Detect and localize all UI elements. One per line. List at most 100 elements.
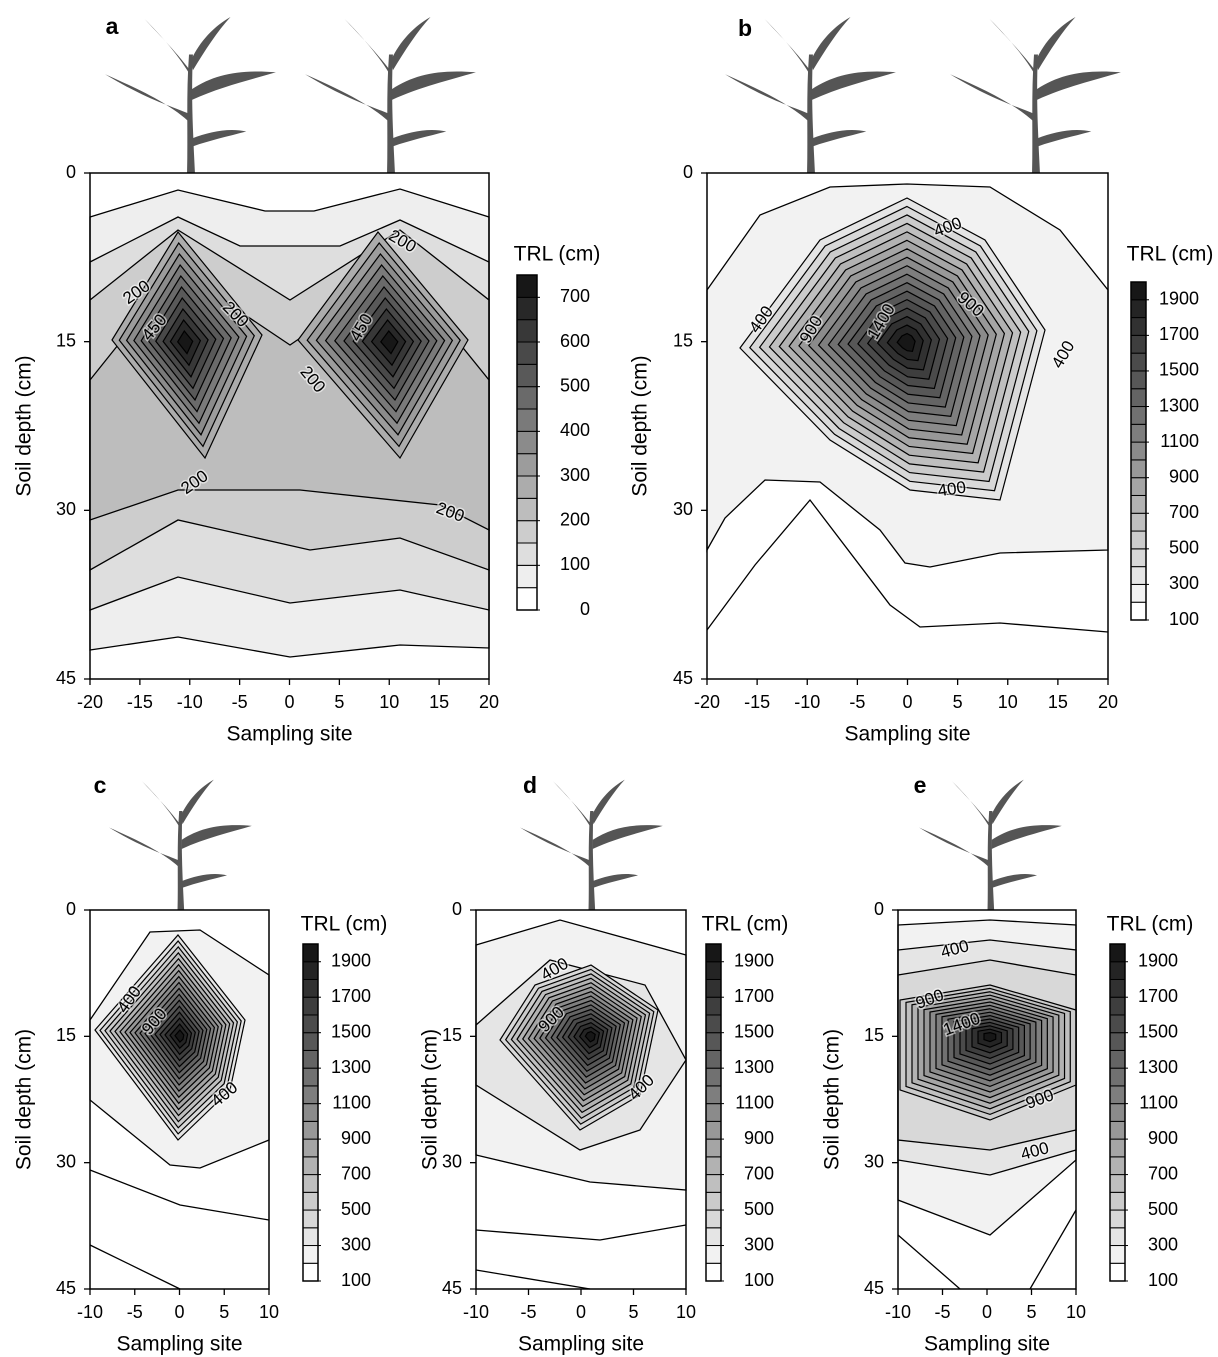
- y-tick-label: 45: [442, 1278, 462, 1298]
- colorbar-cell: [1130, 423, 1147, 443]
- x-tick-label: -10: [77, 1302, 103, 1322]
- y-tick-label: 15: [864, 1025, 884, 1045]
- contour-line: [475, 1269, 591, 1290]
- colorbar-cell: [705, 1014, 722, 1034]
- y-axis-label: Soil depth (cm): [13, 1029, 36, 1170]
- contour-band: [380, 330, 399, 355]
- colorbar-cell: [302, 1049, 319, 1069]
- x-tick-label: -5: [934, 1302, 950, 1322]
- colorbar-cell: [302, 943, 319, 963]
- colorbar-tick-label: 1100: [735, 1092, 774, 1112]
- y-tick-label: 30: [56, 1151, 76, 1171]
- y-axis-label: Soil depth (cm): [629, 355, 652, 496]
- x-tick-label: 0: [982, 1302, 992, 1322]
- colorbar-tick-label: 500: [341, 1199, 371, 1219]
- y-tick-label: 15: [56, 330, 76, 350]
- colorbar-cell: [1130, 406, 1147, 425]
- colorbar-cell: [1130, 583, 1147, 603]
- colorbar-cell: [302, 1209, 319, 1229]
- plant-icon: [950, 16, 1121, 173]
- colorbar-tick-label: 900: [1148, 1128, 1178, 1148]
- colorbar-tick-label: 1100: [332, 1092, 371, 1112]
- colorbar-cell: [1109, 1227, 1126, 1247]
- y-tick-label: 0: [683, 162, 693, 182]
- colorbar-cell: [1130, 548, 1147, 568]
- colorbar-cell: [1130, 441, 1147, 461]
- colorbar-cell: [302, 1191, 319, 1211]
- x-tick-label: -10: [463, 1302, 489, 1322]
- colorbar-cell: [705, 961, 722, 980]
- colorbar-tick-label: 1900: [734, 950, 774, 970]
- y-tick-label: 45: [864, 1278, 884, 1298]
- colorbar-tick-label: 300: [341, 1234, 371, 1254]
- colorbar-cell: [705, 1245, 722, 1264]
- colorbar-cell: [705, 996, 722, 1016]
- x-tick-label: 0: [284, 692, 294, 712]
- colorbar-tick-label: 1500: [734, 1021, 774, 1041]
- colorbar-cell: [302, 1156, 319, 1176]
- y-tick-label: 15: [442, 1025, 462, 1045]
- x-tick-label: -20: [77, 692, 103, 712]
- plant-icon: [305, 16, 476, 173]
- colorbar-cell: [516, 274, 538, 298]
- colorbar-tick-label: 700: [744, 1163, 774, 1183]
- panel-label: b: [738, 15, 752, 41]
- colorbar-cell: [1130, 299, 1147, 319]
- colorbar-cell: [1109, 1103, 1126, 1122]
- panel-label: d: [523, 772, 537, 798]
- colorbar-cell: [705, 1049, 722, 1069]
- colorbar-tick-label: 200: [560, 509, 590, 529]
- colorbar-cell: [302, 1085, 319, 1105]
- colorbar-title: TRL (cm): [702, 913, 789, 936]
- colorbar-cell: [302, 996, 319, 1016]
- colorbar-tick-label: 900: [744, 1128, 774, 1148]
- y-tick-label: 0: [66, 899, 76, 919]
- x-tick-label: 10: [998, 692, 1018, 712]
- colorbar-frame: [516, 274, 538, 611]
- panel-label: e: [914, 772, 927, 798]
- colorbar-tick-label: 1700: [1159, 324, 1199, 344]
- colorbar-cell: [516, 542, 538, 566]
- colorbar-cell: [302, 1120, 319, 1140]
- colorbar-cell: [1130, 388, 1147, 408]
- colorbar-cell: [1109, 1120, 1126, 1140]
- colorbar-tick-label: 1900: [1159, 289, 1199, 309]
- colorbar-cell: [302, 1262, 319, 1282]
- x-tick-label: 10: [259, 1302, 279, 1322]
- colorbar-tick-label: 700: [560, 286, 590, 306]
- plant-icon: [919, 779, 1062, 910]
- colorbar-cell: [1109, 1245, 1126, 1264]
- colorbar-cell: [302, 978, 319, 998]
- colorbar-cell: [1109, 978, 1126, 998]
- colorbar-cell: [1109, 1262, 1126, 1282]
- colorbar-tick-label: 500: [744, 1199, 774, 1219]
- colorbar-cell: [516, 475, 538, 499]
- colorbar-tick-label: 100: [1169, 609, 1199, 629]
- x-tick-label: 5: [334, 692, 344, 712]
- contour-band: [174, 1029, 185, 1044]
- colorbar-tick-label: 100: [560, 554, 590, 574]
- colorbar-title: TRL (cm): [514, 243, 601, 266]
- x-tick-label: -10: [885, 1302, 911, 1322]
- x-tick-label: -5: [232, 692, 248, 712]
- colorbar-cell: [705, 1191, 722, 1211]
- colorbar-cell: [516, 453, 538, 477]
- colorbar-cell: [1109, 1085, 1126, 1105]
- colorbar-cell: [1109, 1156, 1126, 1176]
- colorbar-cell: [705, 943, 722, 963]
- colorbar-cell: [302, 1067, 319, 1087]
- colorbar-cell: [1130, 459, 1147, 479]
- colorbar-cell: [516, 497, 538, 522]
- colorbar-cell: [516, 296, 538, 321]
- colorbar-cell: [302, 1032, 319, 1051]
- colorbar-cell: [516, 386, 538, 410]
- contour-band: [896, 332, 916, 352]
- colorbar-cell: [1109, 1209, 1126, 1229]
- colorbar-frame: [1109, 943, 1126, 1282]
- colorbar-title: TRL (cm): [1127, 243, 1214, 266]
- colorbar-cell: [1109, 1014, 1126, 1034]
- colorbar-cell: [705, 978, 722, 998]
- y-tick-label: 0: [874, 899, 884, 919]
- contour-line: [89, 1244, 181, 1290]
